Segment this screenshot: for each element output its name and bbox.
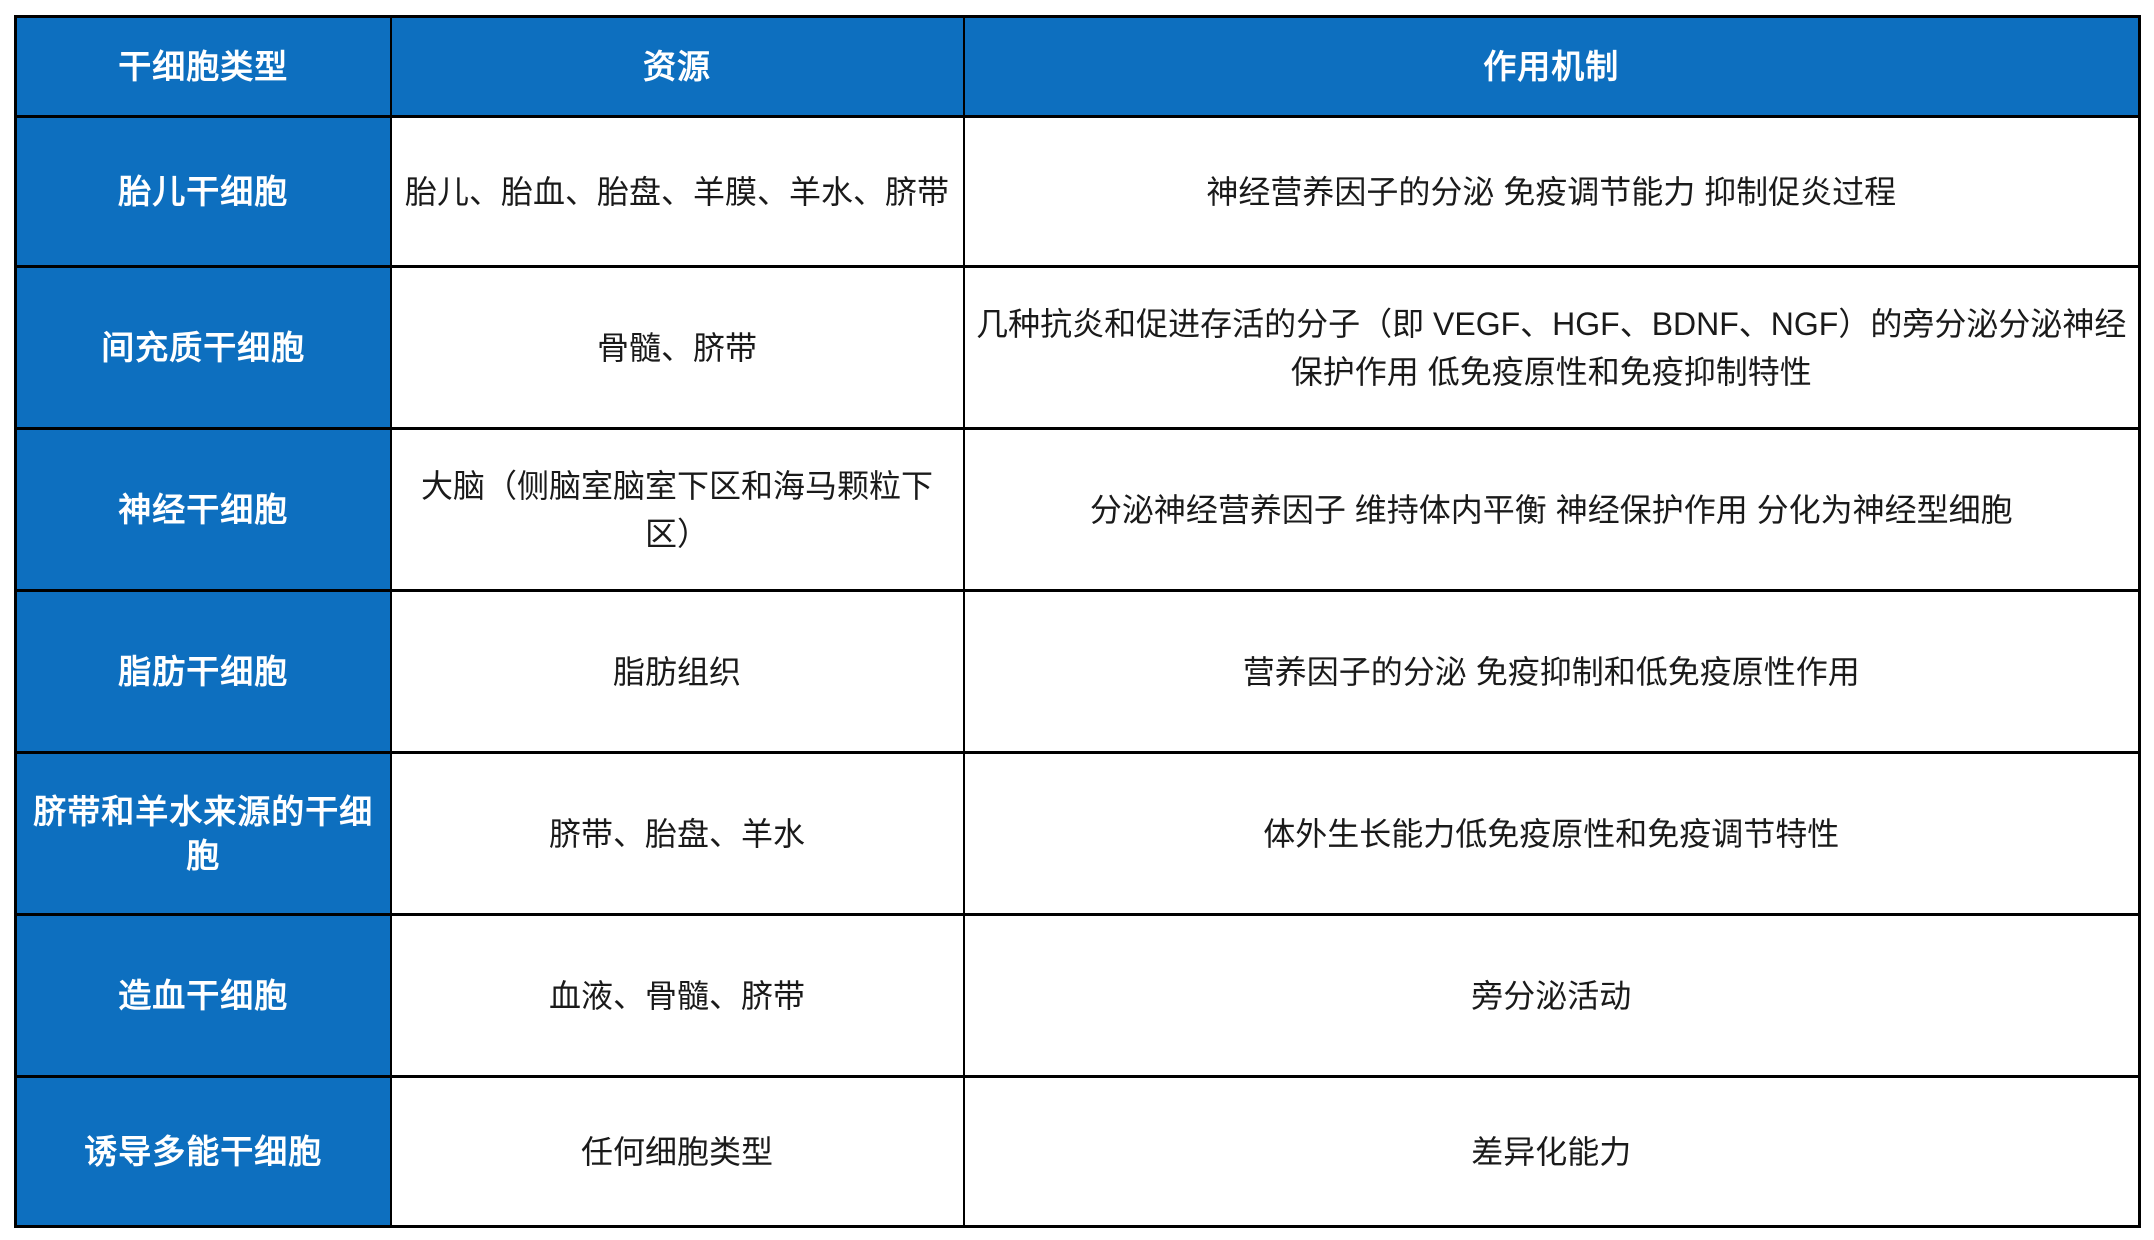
mechanism-cell: 体外生长能力低免疫原性和免疫调节特性 xyxy=(962,751,2141,916)
stem-type-cell: 脂肪干细胞 xyxy=(14,589,392,754)
mechanism-cell: 差异化能力 xyxy=(962,1075,2141,1228)
table-row-ipsc: 诱导多能干细胞 任何细胞类型 差异化能力 xyxy=(14,1075,2141,1228)
mechanism-cell: 营养因子的分泌 免疫抑制和低免疫原性作用 xyxy=(962,589,2141,754)
table-row-hematopoietic: 造血干细胞 血液、骨髓、脐带 旁分泌活动 xyxy=(14,913,2141,1078)
source-cell: 任何细胞类型 xyxy=(389,1075,965,1228)
stem-cell-table: 干细胞类型 资源 作用机制 胎儿干细胞 胎儿、胎血、胎盘、羊膜、羊水、脐带 神经… xyxy=(14,15,2141,1228)
header-cell-stem-type: 干细胞类型 xyxy=(14,15,392,118)
source-cell: 脐带、胎盘、羊水 xyxy=(389,751,965,916)
table-row-neural: 神经干细胞 大脑（侧脑室脑室下区和海马颗粒下区） 分泌神经营养因子 维持体内平衡… xyxy=(14,427,2141,592)
table-row-umbilical-amniotic: 脐带和羊水来源的干细胞 脐带、胎盘、羊水 体外生长能力低免疫原性和免疫调节特性 xyxy=(14,751,2141,916)
header-cell-mechanism: 作用机制 xyxy=(962,15,2141,118)
stem-type-cell: 造血干细胞 xyxy=(14,913,392,1078)
stem-type-cell: 间充质干细胞 xyxy=(14,265,392,430)
source-cell: 大脑（侧脑室脑室下区和海马颗粒下区） xyxy=(389,427,965,592)
table-row-adipose: 脂肪干细胞 脂肪组织 营养因子的分泌 免疫抑制和低免疫原性作用 xyxy=(14,589,2141,754)
source-cell: 脂肪组织 xyxy=(389,589,965,754)
stem-cell-table-container: 干细胞类型 资源 作用机制 胎儿干细胞 胎儿、胎血、胎盘、羊膜、羊水、脐带 神经… xyxy=(14,15,2141,1228)
mechanism-cell: 分泌神经营养因子 维持体内平衡 神经保护作用 分化为神经型细胞 xyxy=(962,427,2141,592)
source-cell: 胎儿、胎血、胎盘、羊膜、羊水、脐带 xyxy=(389,115,965,268)
stem-type-cell: 诱导多能干细胞 xyxy=(14,1075,392,1228)
table-row-fetal: 胎儿干细胞 胎儿、胎血、胎盘、羊膜、羊水、脐带 神经营养因子的分泌 免疫调节能力… xyxy=(14,115,2141,268)
mechanism-cell: 几种抗炎和促进存活的分子（即 VEGF、HGF、BDNF、NGF）的旁分泌分泌神… xyxy=(962,265,2141,430)
table-header-row: 干细胞类型 资源 作用机制 xyxy=(14,15,2141,118)
mechanism-cell: 旁分泌活动 xyxy=(962,913,2141,1078)
source-cell: 骨髓、脐带 xyxy=(389,265,965,430)
stem-type-cell: 胎儿干细胞 xyxy=(14,115,392,268)
source-cell: 血液、骨髓、脐带 xyxy=(389,913,965,1078)
mechanism-cell: 神经营养因子的分泌 免疫调节能力 抑制促炎过程 xyxy=(962,115,2141,268)
header-cell-source: 资源 xyxy=(389,15,965,118)
table-row-mesenchymal: 间充质干细胞 骨髓、脐带 几种抗炎和促进存活的分子（即 VEGF、HGF、BDN… xyxy=(14,265,2141,430)
stem-type-cell: 脐带和羊水来源的干细胞 xyxy=(14,751,392,916)
stem-type-cell: 神经干细胞 xyxy=(14,427,392,592)
